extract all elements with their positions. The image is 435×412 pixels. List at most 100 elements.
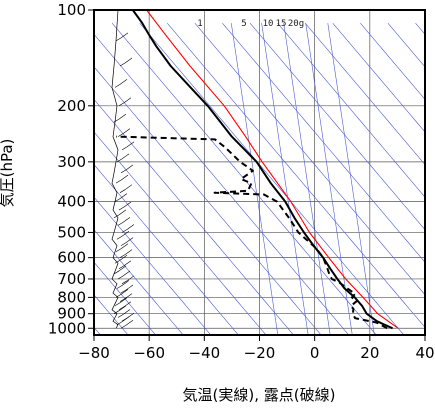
wind-profile (111, 10, 135, 329)
y-tick-label: 500 (57, 223, 86, 241)
wind-barb-flag (118, 209, 127, 216)
wind-barb-flag (120, 32, 129, 39)
wind-barb (118, 102, 125, 107)
mixing-ratio-label: 5 (241, 19, 246, 29)
sounding-series (115, 10, 399, 330)
mixing-ratio-line (327, 23, 375, 335)
wind-barb-flag (122, 128, 131, 134)
wind-barb (121, 146, 128, 151)
wind-barb (119, 189, 126, 193)
mixing-ratio-line (305, 23, 353, 335)
adiabat-line (94, 66, 322, 335)
wind-barb (121, 280, 128, 285)
wind-barb (116, 158, 123, 163)
adiabat-line (277, 22, 425, 198)
wind-barb (115, 294, 122, 298)
adiabat-line (94, 33, 349, 335)
x-tick-label: −40 (189, 344, 221, 362)
x-tick-label: 0 (310, 344, 320, 362)
wind-barb (117, 314, 124, 318)
x-tick-label: 20 (360, 344, 379, 362)
adiabat-line (249, 22, 425, 231)
wind-barb (120, 169, 127, 174)
y-tick-label: 100 (57, 1, 86, 19)
wind-barb (115, 179, 122, 184)
wind-barb (119, 254, 126, 258)
grid (94, 10, 425, 335)
wind-barb-flag (120, 243, 129, 250)
wind-barb-flag (126, 275, 135, 282)
y-tick-label: 300 (57, 153, 86, 171)
y-tick-label: 200 (57, 97, 86, 115)
wind-barb-flag (126, 312, 135, 319)
wind-barb (114, 302, 121, 307)
y-tick-label: 900 (57, 305, 86, 323)
x-axis-ticks: −80 −60 −40 −20 0 20 40 (78, 335, 435, 362)
wind-barb-flag (124, 184, 133, 190)
adiabat-line (94, 196, 212, 335)
adiabat-line (139, 22, 405, 335)
wind-barb-flag (126, 141, 135, 148)
wind-barb-flag (120, 174, 129, 181)
wind-barb-flag (124, 57, 133, 64)
mixing-ratio-line (261, 23, 309, 335)
wind-barb (118, 306, 125, 311)
wind-barb-flag (126, 224, 135, 230)
y-tick-label: 800 (57, 288, 86, 306)
wind-barb (117, 275, 124, 280)
adiabat-line (111, 22, 377, 335)
wind-barb-flag (118, 113, 127, 120)
adiabat-line (94, 131, 267, 335)
x-tick-label: −60 (133, 344, 165, 362)
wind-barb-flag (125, 284, 134, 291)
wind-barb (118, 206, 125, 211)
wind-barb-flag (123, 201, 132, 208)
wind-barb-flag (125, 237, 134, 243)
wind-barb (120, 324, 127, 329)
wind-barb (114, 260, 121, 264)
wind-barb-flag (123, 97, 132, 104)
wind-barb-flag (124, 293, 133, 299)
wind-barb-flag (123, 260, 132, 266)
wind-barb-flag (119, 297, 128, 304)
wind-barb-flag (119, 79, 128, 85)
wind-barb-flag (122, 270, 131, 277)
wind-barb (119, 62, 126, 67)
wind-barb-flag (123, 301, 132, 308)
parcel-line (146, 10, 399, 329)
mixing-ratio-line (283, 23, 331, 335)
wind-barb-flag (121, 153, 130, 160)
x-axis-title: 気温(実線), 露点(破線) (183, 386, 336, 404)
wind-barb-flag (125, 164, 134, 171)
adiabat-line (94, 261, 156, 335)
x-tick-label: −20 (244, 344, 276, 362)
adiabat-line (304, 22, 425, 166)
mixing-ratio-label: 10 (263, 19, 274, 29)
adiabat-line (94, 164, 239, 335)
y-tick-label: 600 (57, 249, 86, 267)
y-axis-title: 気圧(hPa) (0, 139, 16, 208)
wind-barb (116, 285, 123, 289)
mixing-ratio-line (230, 23, 279, 335)
adiabat-line (194, 22, 425, 296)
wind-barb-flag (121, 230, 130, 237)
wind-barb-flag (121, 280, 130, 286)
adiabat-line (94, 229, 184, 335)
dewpoint-line (115, 135, 388, 330)
wind-barb (113, 214, 120, 219)
wind-barb (113, 270, 120, 275)
wind-barb (116, 235, 123, 240)
wind-barb-flag (124, 249, 133, 255)
x-tick-label: 40 (415, 344, 434, 362)
wind-barb-flag (125, 320, 134, 326)
y-tick-label: 400 (57, 193, 86, 211)
wind-barb-flag (122, 217, 131, 223)
mixing-ratio-label: 1 (197, 19, 202, 29)
wind-barb (115, 37, 122, 42)
wind-barb-flag (120, 289, 129, 295)
wind-barb-flag (118, 265, 127, 272)
x-tick-label: −80 (78, 344, 110, 362)
wind-barb (120, 242, 127, 246)
